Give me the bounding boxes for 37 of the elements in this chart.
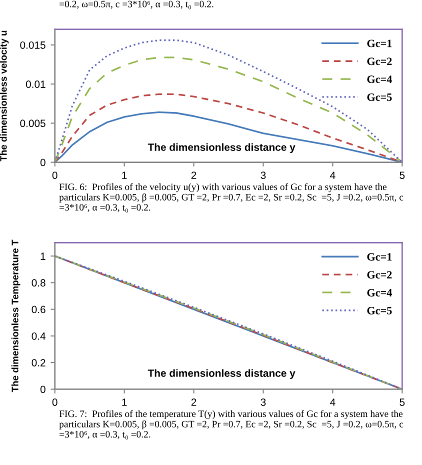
legend-label: Gc=2 [367, 58, 392, 66]
legend-label: Gc=4 [367, 288, 392, 296]
legend-label: Gc=2 [367, 271, 392, 279]
x-axis-title: The dimensionless distance y [148, 369, 296, 379]
x-tick-label: 1 [122, 172, 127, 179]
x-tick-label: 3 [260, 172, 266, 179]
y-tick-label: 0.6 [32, 306, 46, 314]
y-tick-label: 0 [40, 158, 46, 166]
legend-label: Gc=1 [367, 40, 392, 48]
x-tick-label: 4 [330, 398, 336, 406]
y-tick-label: 0.4 [32, 332, 46, 340]
x-axis-title: The dimensionless distance y [148, 143, 296, 153]
y-tick-label: 0.2 [32, 359, 46, 366]
x-tick-label: 4 [330, 172, 336, 179]
legend-label: Gc=5 [367, 93, 392, 101]
x-tick-label: 3 [260, 398, 266, 406]
y-tick-label: 0 [40, 386, 46, 394]
caption: FIG. 6: Profiles of the velocity u(y) with various values of Gc for a system have the particulars K=0.005, β =0.005, GT =2, Pr =0.7, Ec =2, Sr =0.2, Sc =5, J =0.2, ω=0.5π, c =3*10⁶, α =0.3, t₀ =0.2. [59, 183, 404, 213]
x-tick-label: 5 [400, 172, 405, 179]
y-axis-title: The dimensionless Temperature T [11, 240, 20, 392]
y-axis-title: The dimensionless velocity u [0, 30, 9, 162]
legend-label: Gc=1 [367, 253, 392, 261]
y-tick-label: 0.01 [26, 80, 46, 88]
y-tick-label: 1 [40, 252, 46, 260]
caption: FIG. 7: Profiles of the temperature T(y) with various values of Gc for a system have the particulars K=0.005, β =0.005, GT =2, Pr =0.7, Ec =2, Sr =0.2, Sc =5, J =0.2, ω=0.5π, c =3*10⁶, α =0.3, t₀ =0.2. [59, 410, 404, 440]
x-tick-label: 5 [400, 398, 405, 406]
y-tick-label: 0.005 [20, 120, 46, 128]
legend-label: Gc=5 [367, 306, 392, 314]
y-tick-label: 0.8 [32, 279, 46, 287]
legend-label: Gc=4 [367, 76, 392, 84]
text: =0.2, ω=0.5π, c =3*10⁶, α =0.3, t₀ =0.2. [60, 0, 214, 10]
y-tick-label: 0.015 [20, 41, 46, 49]
x-tick-label: 2 [191, 398, 196, 406]
x-tick-label: 2 [191, 172, 196, 179]
x-tick-label: 0 [52, 398, 58, 406]
x-tick-label: 0 [52, 172, 58, 179]
x-tick-label: 1 [122, 398, 127, 406]
